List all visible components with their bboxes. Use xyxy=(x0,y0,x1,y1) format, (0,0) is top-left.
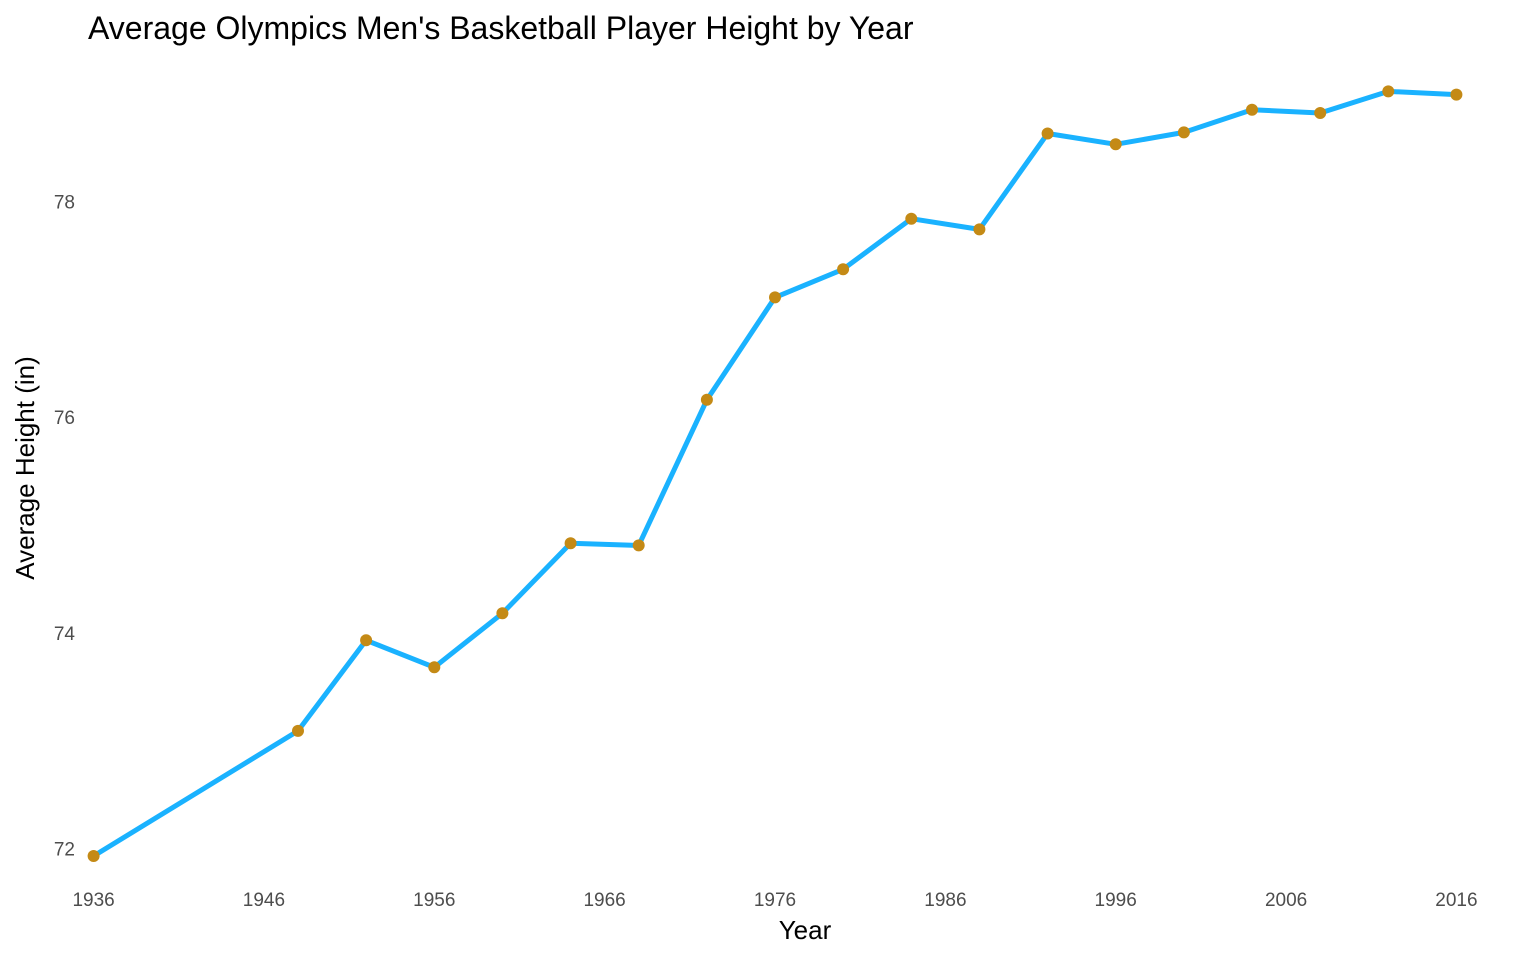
x-axis-tick-labels: 1936 1946 1956 1966 1976 1986 1996 2006 2016 xyxy=(72,890,1477,911)
data-point xyxy=(1109,138,1122,151)
series-line xyxy=(91,88,1459,859)
data-point xyxy=(1177,126,1190,139)
y-tick-label: 76 xyxy=(54,408,75,429)
y-tick-label: 72 xyxy=(54,839,75,860)
data-point xyxy=(769,291,781,304)
data-point xyxy=(837,263,850,276)
data-point xyxy=(1314,107,1327,119)
x-tick-label: 2016 xyxy=(1435,890,1477,911)
data-point xyxy=(496,607,509,620)
data-point xyxy=(360,634,373,647)
data-point xyxy=(700,393,713,406)
data-point xyxy=(632,539,645,552)
data-point xyxy=(1246,103,1258,116)
x-tick-label: 1936 xyxy=(72,890,114,911)
data-point xyxy=(292,724,304,737)
x-axis-title: Year xyxy=(779,915,832,945)
data-point xyxy=(87,850,100,862)
x-tick-label: 1986 xyxy=(924,890,966,911)
x-tick-label: 1976 xyxy=(754,890,796,911)
data-point xyxy=(973,223,986,236)
x-tick-label: 1996 xyxy=(1095,890,1137,911)
y-axis-tick-labels: 72 74 76 78 xyxy=(54,192,76,860)
data-point xyxy=(428,661,441,674)
y-tick-label: 78 xyxy=(54,192,75,213)
y-axis-title: Average Height (in) xyxy=(10,356,40,580)
x-tick-label: 1946 xyxy=(243,890,285,911)
data-point xyxy=(1382,85,1395,98)
data-point xyxy=(905,212,918,225)
x-tick-label: 1966 xyxy=(583,890,625,911)
x-tick-label: 1956 xyxy=(413,890,455,911)
plot-area xyxy=(87,85,1463,862)
y-tick-label: 74 xyxy=(54,624,76,645)
data-point xyxy=(564,537,577,550)
data-point xyxy=(1041,127,1054,140)
x-tick-label: 2006 xyxy=(1265,890,1307,911)
chart-title: Average Olympics Men's Basketball Player… xyxy=(88,10,914,46)
data-point xyxy=(1450,88,1463,101)
